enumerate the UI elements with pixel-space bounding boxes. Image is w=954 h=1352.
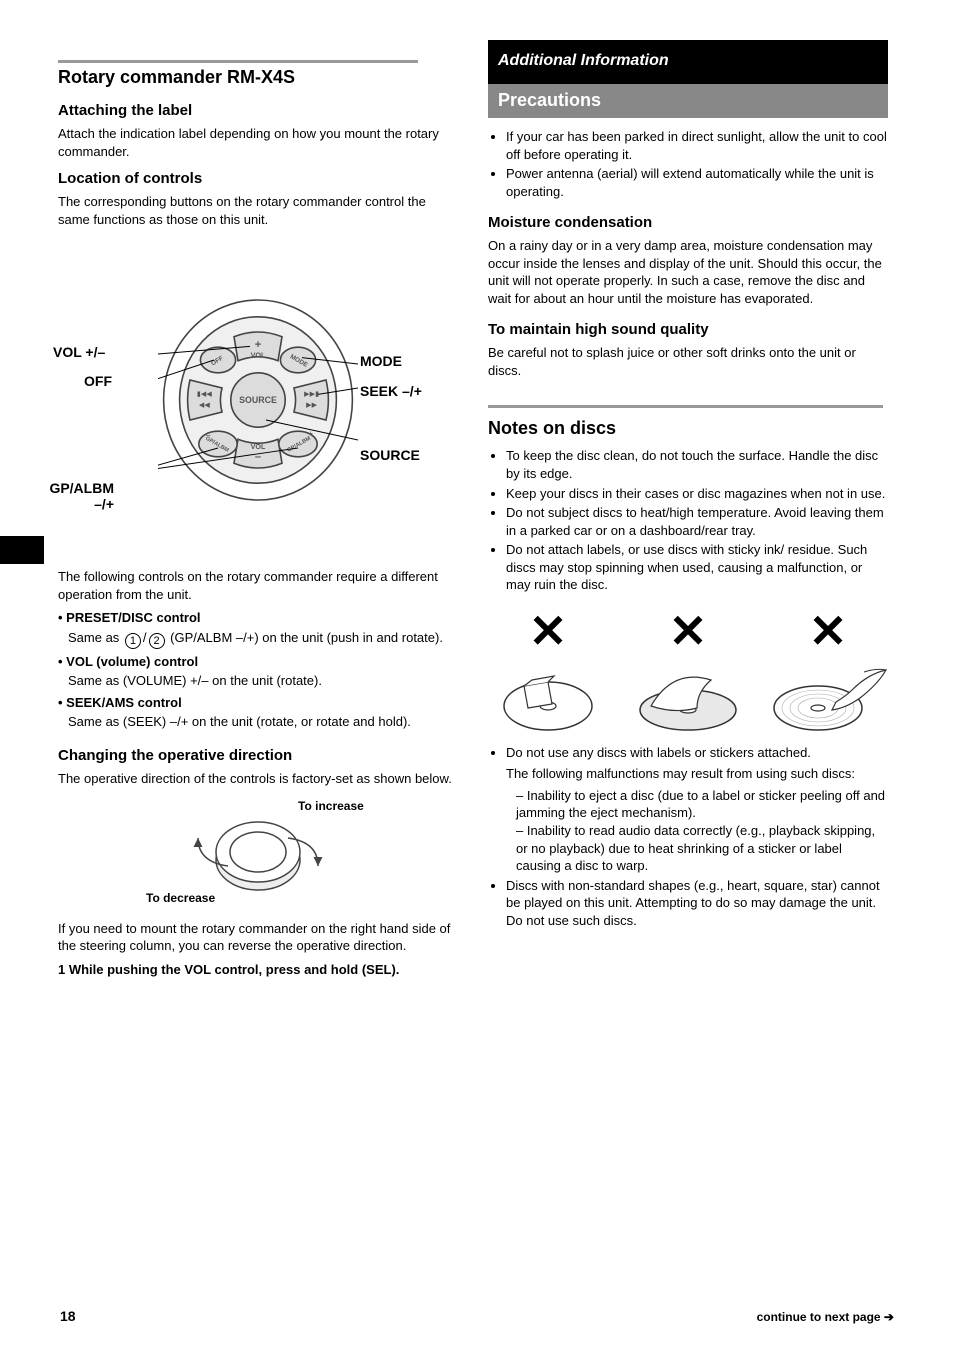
- circ-1: 1: [125, 633, 141, 649]
- right-grey-title: Precautions: [498, 90, 601, 110]
- knob-inc: To increase: [298, 800, 364, 813]
- chg-dir-h: Changing the operative direction: [58, 747, 458, 764]
- ctrl1-b: Same as 1/2 (GP/ALBM –/+) on the unit (p…: [58, 629, 458, 649]
- chg-dir-b1: The operative direction of the controls …: [58, 770, 458, 788]
- notes-b1-3: Do not attach labels, or use discs with …: [506, 541, 888, 594]
- precaution-bullet-0: If your car has been parked in direct su…: [506, 128, 888, 163]
- notes-bullets-2: Do not use any discs with labels or stic…: [488, 744, 888, 762]
- notes-bullets-1: To keep the disc clean, do not touch the…: [488, 447, 888, 593]
- svg-text:–: –: [206, 431, 211, 440]
- disc-cell-3: ✕: [768, 608, 888, 732]
- ctrl3-t: • SEEK/AMS control: [58, 694, 458, 712]
- x-icon-1: ✕: [488, 608, 608, 654]
- knob-dec: To decrease: [146, 892, 215, 905]
- side-tab: [0, 536, 44, 564]
- lbl-source: SOURCE: [360, 448, 420, 463]
- right-mid-rule: [488, 405, 883, 408]
- right-black-header: Additional Information: [488, 40, 888, 84]
- notes-b2-1: The following malfunctions may result fr…: [488, 765, 888, 783]
- svg-text:VOL: VOL: [251, 442, 266, 451]
- col-right: Additional Information Precautions If yo…: [488, 40, 888, 982]
- ctrl1-t: • PRESET/DISC control: [58, 609, 458, 627]
- svg-text:+: +: [255, 339, 262, 351]
- remote-svg: SOURCE + VOL VOL – OFF M: [158, 270, 358, 530]
- notes-b2-sub: Inability to eject a disc (due to a labe…: [488, 787, 888, 875]
- loc-body: The corresponding buttons on the rotary …: [58, 193, 458, 228]
- x-icon-2: ✕: [628, 608, 748, 654]
- maint-h: To maintain high sound quality: [488, 321, 888, 338]
- loc-heading: Location of controls: [58, 170, 458, 187]
- svg-text:◀◀: ◀◀: [199, 400, 211, 409]
- after-fig: The following controls on the rotary com…: [58, 568, 458, 603]
- svg-text:–: –: [255, 451, 261, 463]
- knob-figure: To increase To decrease: [148, 796, 368, 916]
- disc-row: ✕ ✕ ✕: [488, 608, 888, 732]
- notes-b2-sub-0: Inability to eject a disc (due to a labe…: [516, 787, 888, 822]
- lbl-off: OFF: [84, 374, 112, 389]
- ctrl2-b: Same as (VOLUME) +/– on the unit (rotate…: [58, 672, 458, 690]
- lbl-gp: GP/ALBM –/+: [42, 481, 114, 512]
- svg-text:VOL: VOL: [251, 351, 266, 360]
- page-number: 18: [60, 1308, 76, 1324]
- lbl-mode: MODE: [360, 354, 402, 369]
- svg-text:▶▶: ▶▶: [306, 400, 318, 409]
- ctrl2-t: • VOL (volume) control: [58, 653, 458, 671]
- lbl-gp-line1: GP/ALBM: [49, 480, 114, 496]
- attach-body: Attach the indication label depending on…: [58, 125, 458, 160]
- notes-b1-2: Do not subject discs to heat/high temper…: [506, 504, 888, 539]
- col-left: Rotary commander RM-X4S Attaching the la…: [58, 40, 458, 982]
- right-black-title: Additional Information: [498, 52, 669, 69]
- notes-b3: Discs with non-standard shapes (e.g., he…: [506, 877, 888, 930]
- notes-b2-0: Do not use any discs with labels or stic…: [506, 744, 888, 762]
- circ-2: 2: [149, 633, 165, 649]
- lbl-seek: SEEK –/+: [360, 384, 422, 399]
- remote-figure: VOL +/– OFF GP/ALBM –/+ MODE SEEK –/+ SO…: [58, 288, 458, 568]
- svg-text:▶▶▮: ▶▶▮: [304, 389, 319, 398]
- chg-dir-step: 1 While pushing the VOL control, press a…: [58, 961, 458, 979]
- precaution-bullet-1: Power antenna (aerial) will extend autom…: [506, 165, 888, 200]
- rotary-title: Rotary commander RM-X4S: [58, 67, 458, 88]
- notes-b1-1: Keep your discs in their cases or disc m…: [506, 485, 888, 503]
- lbl-vol: VOL +/–: [53, 345, 105, 360]
- precaution-bullets: If your car has been parked in direct su…: [488, 128, 888, 200]
- maint-b: Be careful not to splash juice or other …: [488, 344, 888, 379]
- disc-cell-2: ✕: [628, 608, 748, 732]
- moist-b: On a rainy day or in a very damp area, m…: [488, 237, 888, 307]
- notes-h: Notes on discs: [488, 418, 888, 439]
- notes-b1-0: To keep the disc clean, do not touch the…: [506, 447, 888, 482]
- lbl-gp-line2: –/+: [94, 496, 114, 512]
- right-grey-header: Precautions: [488, 84, 888, 118]
- attach-heading: Attaching the label: [58, 102, 458, 119]
- notes-b2-sub-1: Inability to read audio data correctly (…: [516, 822, 888, 875]
- remote-source-text: SOURCE: [239, 395, 277, 405]
- chg-dir-b2: If you need to mount the rotary commande…: [58, 920, 458, 955]
- x-icon-3: ✕: [768, 608, 888, 654]
- disc-cell-1: ✕: [488, 608, 608, 732]
- notes-bullets-3: Discs with non-standard shapes (e.g., he…: [488, 877, 888, 930]
- col-left-rule: [58, 60, 418, 63]
- svg-text:▮◀◀: ▮◀◀: [197, 389, 212, 398]
- ctrl3-b: Same as (SEEK) –/+ on the unit (rotate, …: [58, 713, 458, 731]
- continue-next: continue to next page ➔: [757, 1310, 894, 1324]
- moist-h: Moisture condensation: [488, 214, 888, 231]
